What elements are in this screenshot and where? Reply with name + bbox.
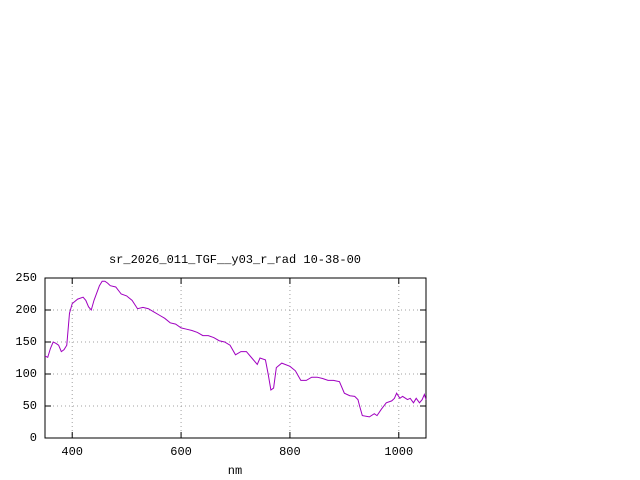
y-tick-label: 100 [15,367,37,381]
y-tick-label: 0 [30,431,37,445]
y-tick-label: 200 [15,303,37,317]
chart-title: sr_2026_011_TGF__y03_r_rad 10-38-00 [109,253,361,267]
x-tick-label: 600 [170,445,192,459]
x-tick-label: 400 [61,445,83,459]
y-tick-label: 150 [15,335,37,349]
x-axis-label: nm [228,464,242,478]
plot-frame [44,277,427,439]
y-tick-label: 50 [23,399,37,413]
x-tick-label: 1000 [384,445,413,459]
y-tick-label: 250 [15,271,37,285]
x-tick-label: 800 [279,445,301,459]
data-line [44,280,427,418]
